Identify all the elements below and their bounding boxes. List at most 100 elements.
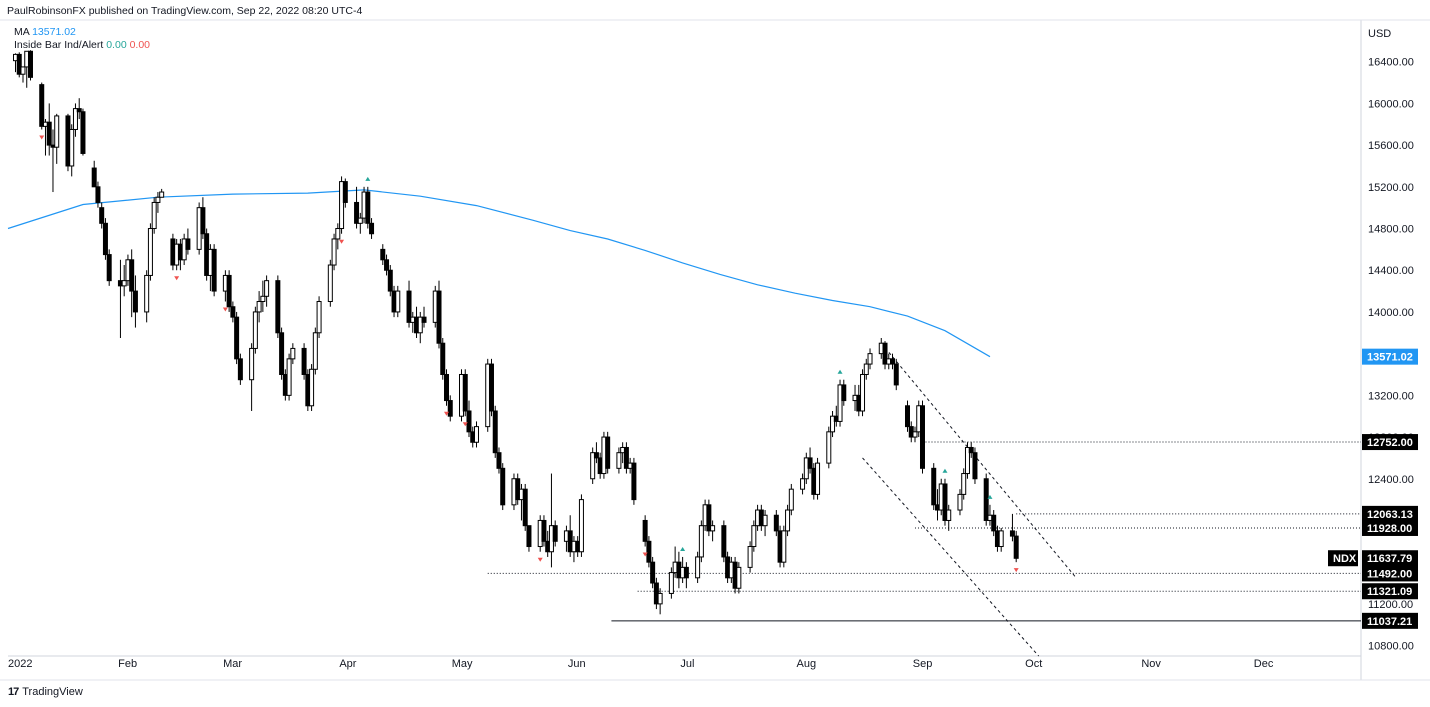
candle-body [357,217,363,224]
inside-bar-down-marker [339,239,345,244]
candle-body [773,514,779,532]
candle-body [683,566,689,579]
candle-body [440,342,446,375]
inside-bar-down-marker [462,422,468,427]
candle-body [249,347,255,381]
candle-body [72,108,78,130]
candle-body [657,592,663,605]
plot-border [0,19,1430,681]
candle-body [69,128,75,167]
candle-body [631,462,637,501]
candle-body [339,181,345,230]
symbol-tag: NDX [1333,553,1357,565]
candle-body [39,84,45,127]
price-tags: 13571.02 12752.00 12063.13 11928.00 11492.00… [1328,348,1418,629]
candle-body [905,405,911,428]
y-tick-label: 16000.00 [1368,98,1414,110]
candle-body [436,290,442,344]
candle-body [698,525,704,558]
candle-body [91,167,97,188]
level-price-tag: 11037.21 [1367,616,1412,628]
candle-body [830,415,836,433]
candle-body [20,66,26,75]
inside-bar-down-marker [174,276,180,281]
candle-body [593,452,599,459]
candle-body [747,546,753,568]
channel-line [880,342,1077,579]
candle-body [260,295,266,303]
candle-body [496,452,502,469]
candle-body [421,316,427,323]
y-tick-label: 10800.00 [1368,641,1414,653]
candle-body [998,530,1004,548]
publisher-text: PaulRobinsonFX published on TradingView.… [7,5,363,17]
candle-body [342,181,348,203]
legend-ma-row[interactable]: MA 13571.02 [14,26,150,39]
candle-body [185,238,191,250]
level-price-tag: 12063.13 [1367,509,1413,521]
candle-body [968,446,974,454]
candle-body [46,121,52,146]
candles[interactable] [12,50,1019,615]
inside-bar-up-marker [942,468,948,473]
candle-body [860,373,866,412]
footer: 17 TradingView [8,686,83,698]
x-tick-label: Sep [913,658,933,670]
candle-body [650,561,656,584]
legend-inside-bar-label: Inside Bar Ind/Alert [14,39,104,51]
candle-body [237,358,243,381]
inside-bar-down-marker [642,552,648,557]
candle-body [380,248,386,261]
y-tick-label: 16400.00 [1368,57,1414,69]
candle-body [751,525,757,548]
level-price-tag-bg [1362,565,1418,582]
ma-price-tag: 13571.02 [1367,352,1413,364]
inside-bar-up-marker [837,369,843,374]
legend-inside-bar-row[interactable]: Inside Bar Ind/Alert 0.00 0.00 [14,39,150,52]
candle-body [387,269,393,292]
level-price-tag: 11321.09 [1367,586,1412,598]
candle-body [99,207,105,224]
candle-body [331,238,337,266]
candle-body [466,410,472,433]
candle-body [106,254,112,282]
inside-bar-up-marker [987,494,993,499]
candle-body [406,290,412,323]
x-tick-label: May [452,658,473,670]
candle-body [121,280,127,287]
candle-body [286,358,292,396]
candle-body [264,280,270,297]
level-price-tag-bg [1362,434,1418,451]
candle-body [788,488,794,511]
candle-body [972,452,978,480]
level-price-tag-bg [1362,505,1418,522]
moving-average [7,189,991,358]
x-tick-label: Aug [797,658,817,670]
candle-body [710,525,716,532]
candle-body [200,207,206,235]
candle-body [526,525,532,548]
inside-bar-down-marker [537,557,543,562]
candle-body [642,519,648,542]
candle-body [837,384,843,422]
candle-body [942,483,948,521]
time-axis[interactable]: 2022 Feb Mar Apr May Jun Jul Aug Sep Oct Nov Dec [8,658,1274,670]
y-tick-label: 12400.00 [1368,474,1414,486]
candle-body [144,274,150,313]
candle-body [488,363,494,412]
candle-body [931,467,937,506]
candle-body [301,347,307,375]
candle-body [444,373,450,402]
candle-body [335,228,341,240]
currency-label: USD [1368,28,1391,40]
last-price-tag: 11637.79 [1367,553,1412,565]
candle-body [76,108,82,113]
ma-price-tag-bg [1362,348,1418,365]
candle-body [462,373,468,412]
candle-body [230,306,236,318]
candle-body [605,436,611,469]
candle-body [882,342,888,365]
candle-body [500,467,506,506]
candle-body [841,384,847,402]
